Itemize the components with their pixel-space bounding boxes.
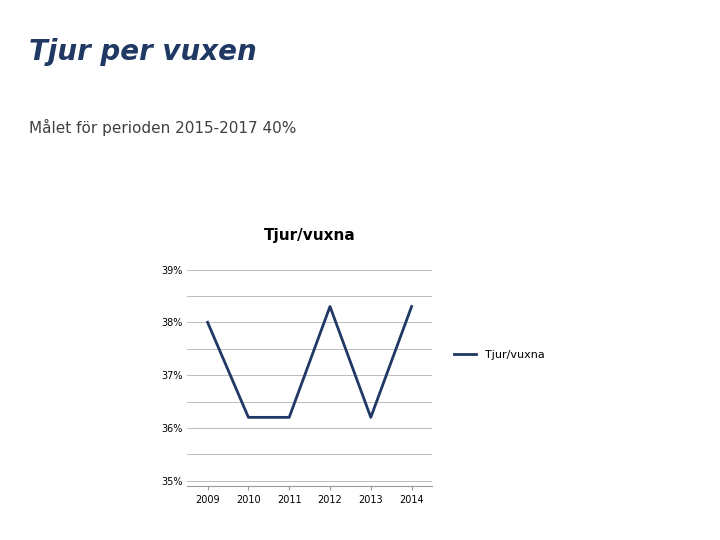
Tjur/vuxna (285, 414, 294, 421)
Tjur/vuxna (408, 303, 416, 310)
Tjur/vuxna (244, 414, 253, 421)
Legend: Tjur/vuxna: Tjur/vuxna (450, 346, 549, 364)
Tjur/vuxna (366, 414, 375, 421)
Text: Tjur per vuxen: Tjur per vuxen (29, 38, 256, 66)
Tjur/vuxna (203, 319, 212, 326)
Tjur/vuxna (325, 303, 334, 310)
Text: Sundsvall
äso: Sundsvall äso (619, 39, 688, 66)
Line: Tjur/vuxna: Tjur/vuxna (207, 307, 412, 417)
Title: Tjur/vuxna: Tjur/vuxna (264, 228, 356, 243)
Text: Målet för perioden 2015-2017 40%: Målet för perioden 2015-2017 40% (29, 119, 296, 136)
